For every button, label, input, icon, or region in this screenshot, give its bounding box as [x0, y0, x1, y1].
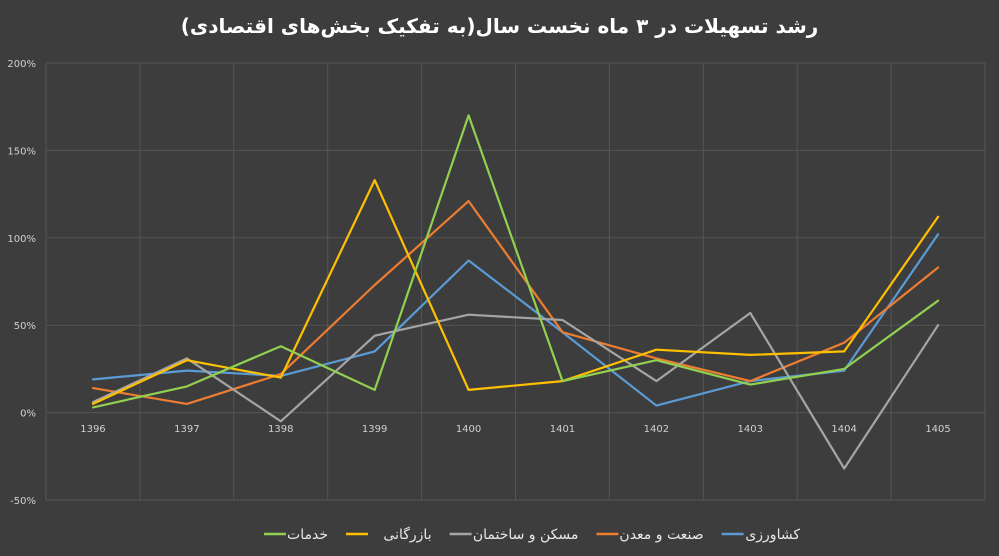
- y-tick-label: 200%: [7, 59, 36, 70]
- legend-label: صنعت و معدن: [619, 527, 703, 543]
- series-line: [91, 114, 940, 409]
- y-tick-label: 0%: [20, 409, 36, 420]
- x-tick-label: 1402: [644, 424, 669, 435]
- y-tick-label: 50%: [14, 321, 36, 332]
- x-tick-label: 1398: [268, 424, 293, 435]
- series-line: [91, 179, 940, 405]
- series-line: [91, 311, 940, 470]
- chart-title: رشد تسهیلات در ۳ ماه نخست سال(به تفکیک ب…: [180, 14, 819, 38]
- y-tick-label: -50%: [10, 496, 36, 507]
- x-tick-label: 1404: [831, 424, 856, 435]
- legend-label: بازرگانی: [383, 526, 431, 543]
- x-tick-label: 1405: [925, 424, 950, 435]
- x-tick-label: 1399: [362, 424, 387, 435]
- y-tick-label: 100%: [7, 234, 36, 245]
- x-tick-label: 1400: [456, 424, 481, 435]
- x-tick-label: 1403: [738, 424, 763, 435]
- legend-label: کشاورزی: [745, 527, 800, 543]
- y-tick-label: 150%: [7, 146, 36, 157]
- x-tick-label: 1397: [174, 424, 199, 435]
- legend-label: خدمات: [287, 527, 328, 543]
- x-tick-label: 1396: [80, 424, 105, 435]
- x-tick-label: 1401: [550, 424, 575, 435]
- legend-label: مسکن و ساختمان: [473, 527, 579, 543]
